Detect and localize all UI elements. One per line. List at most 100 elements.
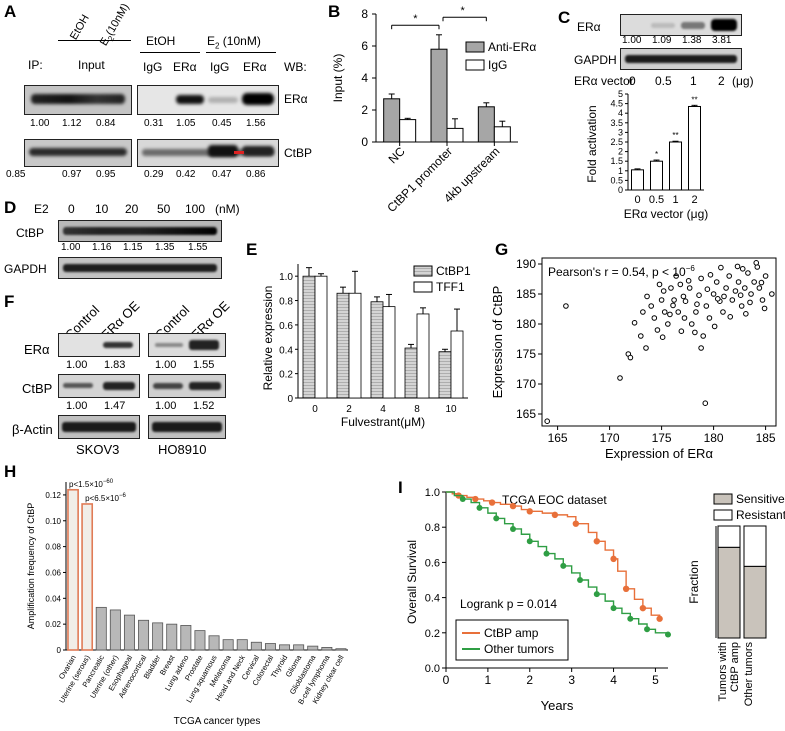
g-point (648, 303, 654, 309)
g-point (665, 321, 671, 327)
g-point (718, 264, 724, 271)
i-censor-mark-1 (560, 562, 567, 569)
g-point (745, 270, 751, 276)
b-bar-1 (446, 127, 464, 143)
i-frac-ylabel: Fraction (687, 560, 701, 603)
g-ytick-label: 180 (516, 317, 536, 331)
f-blot-ctbp-ho8910 (148, 374, 226, 398)
e-bar-1 (416, 313, 430, 399)
f-era-v3: 1.55 (193, 359, 215, 371)
g-point (748, 291, 754, 297)
b-legend-swatch-0 (465, 41, 485, 53)
panel-label-c: C (558, 8, 571, 27)
h-bar (194, 630, 206, 651)
i-censor-mark-1 (627, 615, 634, 622)
g-point (693, 309, 699, 315)
g-point (739, 266, 746, 272)
i-xtick-label: 5 (652, 673, 659, 687)
g-point (762, 273, 769, 279)
i-censor-mark-0 (509, 502, 517, 510)
i-xtick-label: 3 (568, 673, 575, 687)
c-blot-v1: 1.09 (652, 35, 672, 46)
a-lane-1: ERα (173, 60, 197, 74)
g-frame (541, 257, 777, 427)
g-point (692, 329, 698, 336)
g-point (753, 260, 760, 266)
g-point (698, 345, 704, 351)
c-bar (669, 141, 682, 191)
f-blot-era-skov3 (58, 333, 140, 357)
i-xtick-label: 0 (443, 673, 450, 687)
f-blot-era-ho8910 (148, 333, 226, 357)
g-annotation-exp: −6 (686, 264, 696, 273)
c-sig: ** (691, 95, 697, 104)
d-v1: 1.16 (92, 242, 112, 253)
f-row-1: CtBP (22, 381, 53, 396)
g-point (696, 292, 702, 299)
h-ytick-label: 0.10 (45, 517, 61, 526)
g-point (756, 285, 763, 291)
g-point (544, 418, 550, 424)
a-lane-2: IgG (210, 60, 230, 74)
i-censor-mark-1 (665, 631, 671, 638)
b-legend-label-0: Anti-ERα (488, 40, 536, 54)
d-v4: 1.55 (188, 242, 208, 253)
g-point (742, 285, 748, 291)
b-legend-label-1: IgG (488, 58, 507, 72)
a-r1-v6: 1.56 (246, 118, 266, 129)
e-bar-0 (336, 292, 350, 399)
h-bar (138, 619, 150, 651)
g-xtick-label: 185 (756, 431, 776, 445)
g-point (737, 292, 744, 299)
i-frac-cat2-0: CtBP amp (729, 642, 741, 692)
g-ytick-label: 185 (516, 287, 536, 301)
b-ytick-label: 8 (361, 7, 368, 21)
g-xtick-label: 180 (704, 431, 724, 445)
a-r1-v5: 0.45 (212, 118, 232, 129)
h-bar (109, 609, 121, 651)
e-bar-1 (382, 306, 396, 399)
a-red-arrow-icon (234, 151, 244, 154)
i-frac-resistant-0 (717, 525, 741, 548)
h-bar (307, 645, 319, 651)
i-censor-mark-0 (656, 615, 663, 622)
g-point (721, 293, 727, 300)
g-xtick-label: 175 (652, 431, 672, 445)
g-point (682, 298, 689, 305)
e-xtick-label: 4 (380, 404, 386, 415)
g-point (723, 285, 729, 291)
g-point (702, 400, 709, 406)
panel-label-f: F (4, 292, 15, 311)
c-ytick-label: 2.5 (610, 137, 623, 147)
h-ytick-label: 0.08 (45, 543, 61, 552)
g-point (698, 275, 704, 282)
i-frac-legend-swatch-1 (713, 509, 733, 521)
c-blot-gapdh (620, 48, 742, 70)
c-bar (631, 169, 644, 191)
i-legend-label-0: CtBP amp (484, 626, 539, 640)
g-point (769, 291, 775, 297)
b-legend-swatch-1 (465, 59, 485, 71)
b-sig-star-0: * (413, 13, 418, 25)
f-era-v2: 1.00 (155, 359, 177, 371)
d-v2: 1.15 (123, 242, 143, 253)
g-point (651, 315, 658, 321)
i-legend-label-1: Other tumors (484, 642, 554, 656)
i-censor-mark-0 (488, 499, 496, 506)
c-sig: ** (672, 131, 678, 140)
g-ytick-label: 170 (516, 377, 536, 391)
i-ytick-label: 0.2 (425, 628, 440, 640)
g-point (688, 321, 695, 327)
c-xtick-label: 1 (672, 194, 678, 206)
f-ctbp-v1: 1.47 (104, 400, 126, 412)
g-point (710, 291, 717, 297)
i-frac-cat-0: Tumors with (717, 642, 729, 702)
h-bar (208, 635, 220, 651)
e-bar-0 (302, 275, 316, 399)
g-point (700, 333, 706, 339)
a-hdr-e2b: E2 (10nM) (207, 34, 261, 51)
g-point (677, 281, 684, 288)
g-point (681, 315, 688, 321)
i-censor-mark-1 (526, 538, 533, 545)
